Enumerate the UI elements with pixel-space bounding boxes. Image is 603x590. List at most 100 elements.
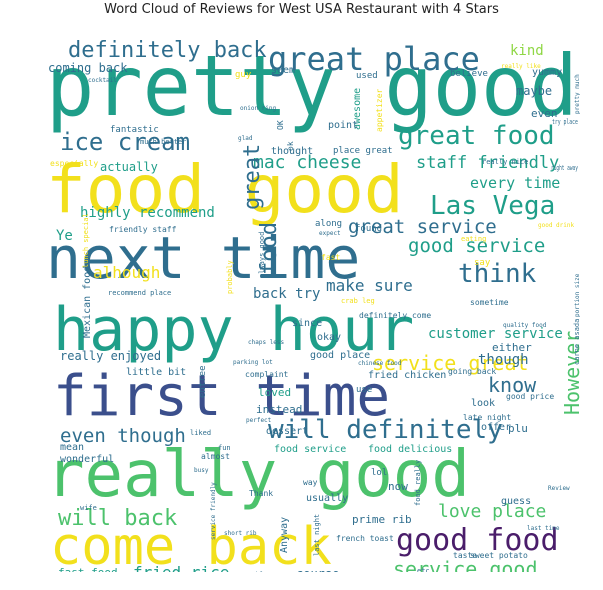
word-try-place: try place bbox=[552, 118, 578, 126]
word-good-food: good food bbox=[396, 523, 559, 558]
word-onion-ring: onion ring bbox=[240, 105, 277, 112]
word-complaint: complaint bbox=[245, 370, 289, 379]
word-recommend-place: recommend place bbox=[108, 289, 171, 297]
word-will-definitely: will definitely bbox=[268, 415, 503, 445]
word-usually: usually bbox=[306, 493, 348, 504]
word-last-time: last time bbox=[527, 525, 560, 532]
word-chinese-food: chinese food bbox=[358, 360, 402, 367]
word-fun: fun bbox=[218, 444, 231, 452]
word-fried-rice: fried rice bbox=[133, 563, 229, 572]
word-ye: Ye bbox=[56, 228, 73, 244]
word-sweet-potato: sweet potato bbox=[470, 551, 528, 560]
word-course: course bbox=[296, 567, 339, 572]
word-make-sure: make sure bbox=[326, 276, 413, 295]
word-really-enjoyed: really enjoyed bbox=[60, 349, 161, 363]
word-love-place: love place bbox=[438, 501, 546, 522]
word-great-service: great service bbox=[348, 216, 497, 238]
word-first-time: first time bbox=[53, 364, 390, 429]
word-since: since bbox=[292, 318, 322, 329]
word-short-rib: short rib bbox=[224, 530, 257, 537]
word-much-better: much better bbox=[140, 138, 186, 146]
word-las-vega: Las Vega bbox=[430, 191, 555, 221]
word-always-good: always good bbox=[258, 232, 266, 278]
word-guy: guy bbox=[235, 70, 252, 80]
word-highly-recommend: highly recommend bbox=[80, 205, 215, 221]
word-service-good: service good bbox=[393, 557, 538, 572]
word-little-bit: little bit bbox=[126, 367, 186, 378]
word-sometime: sometime bbox=[470, 298, 509, 307]
word-guess: guess bbox=[501, 496, 531, 507]
word-next-time: next time bbox=[46, 224, 360, 292]
word-along: along bbox=[315, 219, 342, 229]
word-dessert: dessert bbox=[266, 426, 308, 437]
word-anyway: Anyway bbox=[279, 517, 290, 553]
word-ok: OK bbox=[276, 120, 285, 130]
word-definitely-back: definitely back bbox=[68, 38, 267, 63]
word-now: now bbox=[388, 480, 408, 493]
word-know: know bbox=[488, 373, 537, 397]
word-customer-service: customer service bbox=[428, 326, 563, 342]
word-review: Review bbox=[548, 485, 570, 492]
word-back-try: back try bbox=[253, 286, 320, 302]
word-fast-food: fast food bbox=[58, 566, 118, 572]
word-perfect: perfect bbox=[246, 417, 272, 424]
word-seem: seem bbox=[271, 65, 295, 76]
word-good-drink: good drink bbox=[538, 222, 575, 229]
word-fast: fast bbox=[321, 253, 340, 262]
word-mexican-food: Mexican food bbox=[82, 266, 93, 338]
word-food-really: food really bbox=[414, 460, 422, 506]
word-actually: actually bbox=[100, 160, 158, 174]
word-come-back: come back bbox=[50, 517, 332, 572]
word-entree: entree bbox=[198, 365, 208, 398]
word-service-friendly: service friendly bbox=[210, 482, 217, 540]
word-awesome: awesome bbox=[352, 88, 363, 130]
word-wonderful: wonderful bbox=[60, 454, 114, 465]
word-loved: loved bbox=[258, 386, 291, 399]
word-wife: wife bbox=[80, 504, 97, 512]
word-place-great: place great bbox=[333, 146, 393, 156]
word-thought: thought bbox=[271, 146, 313, 157]
word-though: though bbox=[478, 352, 529, 368]
word-carne-asada: carne asada bbox=[573, 319, 580, 365]
word-even: even bbox=[531, 107, 558, 120]
word-definitely-come: definitely come bbox=[359, 311, 431, 320]
word-will-back: will back bbox=[58, 506, 177, 531]
word-glad: glad bbox=[238, 135, 253, 142]
word-good-service: good service bbox=[408, 235, 545, 257]
word-used: used bbox=[356, 71, 378, 81]
word-quality-food: quality food bbox=[503, 322, 547, 329]
word-problem: problem bbox=[243, 571, 273, 572]
word-chaps-less: chaps less bbox=[248, 339, 285, 346]
word-way: way bbox=[303, 478, 318, 487]
word-lol: lol bbox=[371, 468, 387, 478]
word-expect: expect bbox=[319, 230, 341, 237]
word-right-away: right away bbox=[551, 165, 578, 172]
word-say: say bbox=[474, 258, 491, 268]
word-food-delicious: food delicious bbox=[368, 444, 452, 455]
word-use: use bbox=[356, 385, 372, 395]
word-happy-hour: happy hour bbox=[53, 295, 414, 365]
word-look: look bbox=[471, 398, 495, 409]
word-even-though: even though bbox=[60, 425, 186, 447]
word-especially: especially bbox=[50, 159, 98, 168]
word-probably: probably bbox=[226, 260, 234, 294]
word-late-night: late night bbox=[463, 413, 511, 422]
word-french-toast: french toast bbox=[336, 534, 394, 543]
word-however: However bbox=[560, 331, 580, 415]
chart-title: Word Cloud of Reviews for West USA Resta… bbox=[104, 2, 499, 17]
word-food: food bbox=[257, 222, 282, 275]
word-great-food: great food bbox=[398, 121, 555, 151]
word-staff-friendly: staff friendly bbox=[416, 153, 559, 173]
word-kind: kind bbox=[510, 43, 544, 59]
word-taste: taste bbox=[453, 551, 477, 560]
word-pretty-much: pretty much bbox=[574, 74, 580, 114]
word-parking-lot: parking lot bbox=[233, 359, 273, 366]
word-fantastic: fantastic bbox=[110, 125, 159, 135]
word-thank: Thank bbox=[249, 489, 273, 498]
word-believe: believe bbox=[450, 69, 488, 79]
word-busy: busy bbox=[194, 467, 209, 474]
word-ok: ok bbox=[286, 141, 295, 151]
word-really-nice: really nice bbox=[482, 158, 528, 166]
word-eating: eating bbox=[461, 235, 486, 243]
word-found: found bbox=[355, 224, 382, 234]
